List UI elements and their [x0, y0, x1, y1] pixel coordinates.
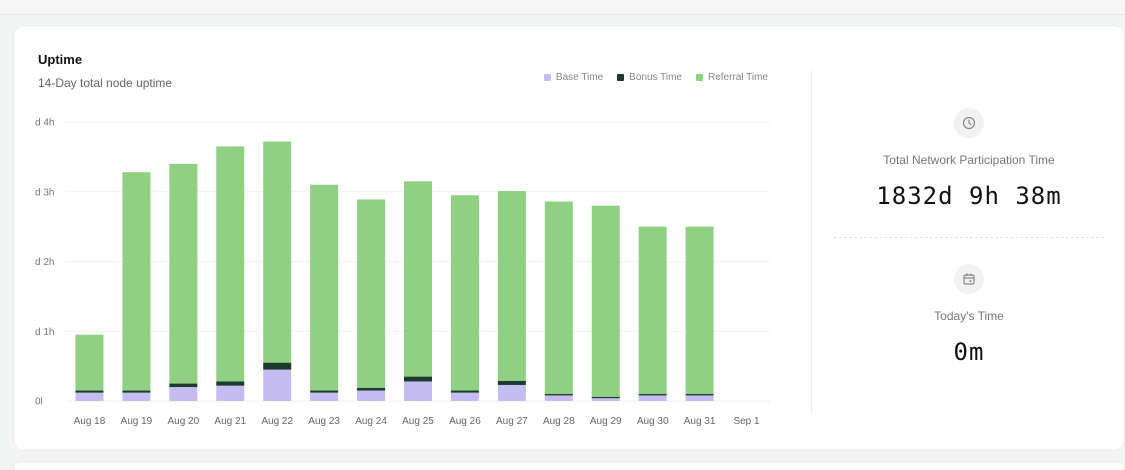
bar-bonus-time[interactable] [544, 394, 573, 396]
next-card-edge [14, 462, 1124, 470]
y-tick-label: d 2h [35, 257, 54, 268]
bar-referral-time[interactable] [450, 195, 479, 391]
bar-referral-time[interactable] [75, 334, 104, 391]
bar-bonus-time[interactable] [685, 394, 714, 396]
y-tick-label: d 4h [35, 118, 54, 129]
bar-base-time[interactable] [357, 390, 386, 401]
today-time-label: Today's Time [934, 309, 1004, 323]
uptime-card: Uptime 14-Day total node uptime Base Tim… [14, 26, 1124, 450]
bar-base-time[interactable] [169, 387, 198, 401]
bar-referral-time[interactable] [638, 226, 667, 395]
bar-base-time[interactable] [310, 392, 339, 401]
bar-base-time[interactable] [404, 381, 432, 401]
x-tick-label: Aug 30 [637, 416, 669, 427]
x-tick-label: Aug 29 [590, 416, 622, 427]
x-tick-label: Aug 31 [684, 416, 716, 427]
bar-base-time[interactable] [591, 398, 620, 401]
bar-referral-time[interactable] [122, 172, 151, 391]
card-subtitle: 14-Day total node uptime [38, 76, 173, 90]
bar-bonus-time[interactable] [216, 381, 245, 386]
x-tick-label: Aug 24 [355, 416, 387, 427]
bar-referral-time[interactable] [685, 226, 714, 395]
bar-referral-time[interactable] [357, 199, 386, 388]
bar-base-time[interactable] [263, 369, 292, 401]
bar-referral-time[interactable] [216, 146, 245, 382]
bar-base-time[interactable] [122, 392, 151, 401]
x-tick-label: Aug 28 [543, 416, 575, 427]
calendar-icon [954, 264, 984, 294]
bar-referral-time[interactable] [497, 191, 526, 381]
today-time-value: 0m [953, 338, 985, 366]
bar-bonus-time[interactable] [591, 396, 620, 399]
y-tick-label: d 1h [35, 327, 54, 338]
bar-bonus-time[interactable] [75, 390, 104, 393]
x-tick-label: Aug 20 [167, 416, 199, 427]
clock-icon [954, 108, 984, 138]
x-tick-label: Aug 18 [74, 416, 106, 427]
legend-label: Bonus Time [629, 72, 682, 83]
x-tick-label: Aug 23 [308, 416, 340, 427]
uptime-bar-chart: 0l d 1h d 2h d 3h d 4h Aug 18 Aug 19 Aug 20 Aug … [35, 118, 770, 427]
x-tick-label: Aug 26 [449, 416, 481, 427]
bar-referral-time[interactable] [404, 181, 432, 377]
vertical-divider [811, 68, 812, 413]
bar-base-time[interactable] [216, 385, 245, 401]
x-tick-label: Sep 1 [733, 416, 760, 427]
bar-bonus-time[interactable] [263, 362, 292, 370]
bar-bonus-time[interactable] [638, 394, 667, 396]
x-tick-label: Aug 22 [261, 416, 293, 427]
total-participation-value: 1832d 9h 38m [876, 182, 1062, 210]
x-tick-label: Aug 21 [214, 416, 246, 427]
legend-item-referral-time[interactable]: Referral Time [695, 72, 768, 83]
total-participation-label: Total Network Participation Time [883, 153, 1055, 167]
card-title: Uptime [38, 52, 83, 67]
x-tick-label: Aug 19 [121, 416, 153, 427]
bar-referral-time[interactable] [310, 184, 339, 391]
legend-label: Referral Time [707, 72, 768, 83]
legend-label: Base Time [555, 72, 604, 83]
bar-bonus-time[interactable] [169, 383, 198, 388]
bar-base-time[interactable] [685, 395, 714, 401]
chart-legend: Base Time Bonus Time Referral Time [543, 72, 768, 83]
x-tick-label: Aug 27 [496, 416, 528, 427]
stats-divider [834, 237, 1104, 238]
y-tick-label: d 3h [35, 187, 54, 198]
bar-referral-time[interactable] [169, 163, 198, 384]
bar-base-time[interactable] [75, 392, 104, 401]
top-strip [0, 0, 1125, 15]
bar-bonus-time[interactable] [404, 376, 432, 382]
bar-base-time[interactable] [497, 384, 526, 401]
legend-swatch [543, 74, 551, 81]
bar-bonus-time[interactable] [357, 387, 386, 391]
bar-referral-time[interactable] [263, 141, 292, 363]
legend-item-base-time[interactable]: Base Time [543, 72, 604, 83]
bar-base-time[interactable] [544, 395, 573, 401]
legend-swatch [617, 74, 625, 81]
bar-referral-time[interactable] [591, 205, 620, 397]
y-tick-label: 0l [35, 397, 43, 408]
legend-item-bonus-time[interactable]: Bonus Time [617, 72, 682, 83]
bar-base-time[interactable] [450, 392, 479, 401]
x-tick-label: Aug 25 [402, 416, 434, 427]
bar-bonus-time[interactable] [497, 380, 526, 385]
bar-bonus-time[interactable] [450, 390, 479, 393]
legend-swatch [695, 74, 703, 81]
bar-base-time[interactable] [638, 395, 667, 401]
bar-referral-time[interactable] [544, 201, 573, 395]
bar-bonus-time[interactable] [122, 390, 151, 393]
bar-bonus-time[interactable] [310, 390, 339, 393]
